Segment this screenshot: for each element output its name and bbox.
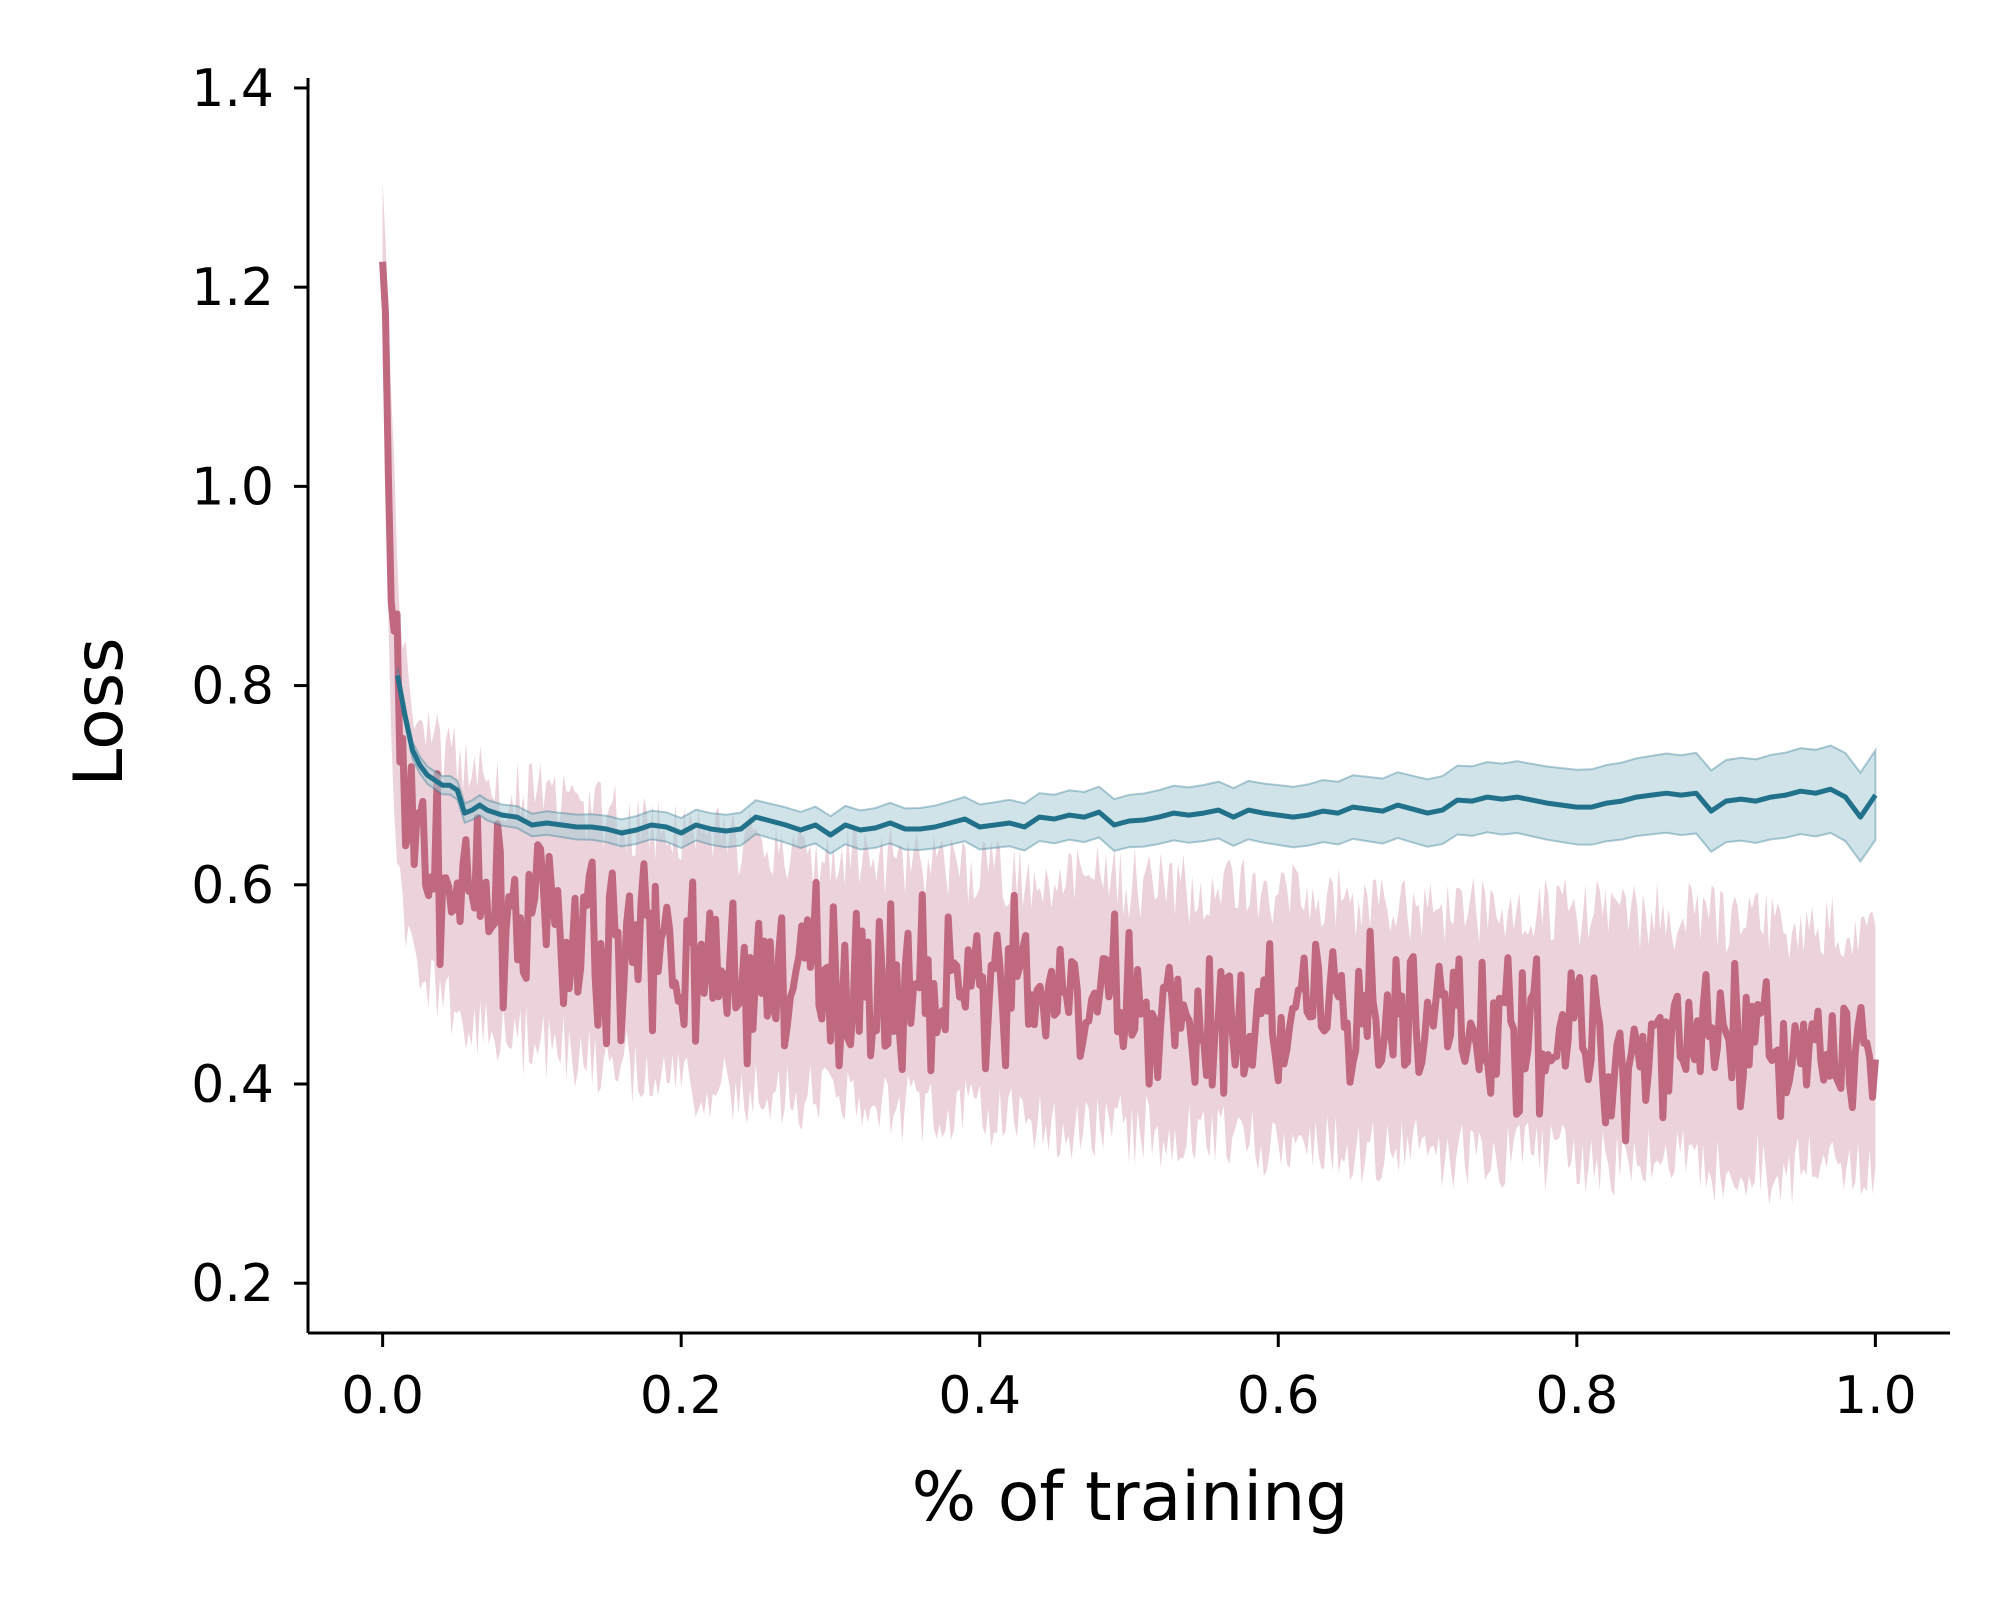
val-loss-line	[395, 675, 1878, 838]
x-tick-label: 0.4	[938, 1366, 1021, 1426]
y-tick-label: 0.2	[191, 1254, 274, 1314]
train-series-line	[379, 261, 1879, 1145]
y-tick-label: 0.6	[191, 856, 274, 916]
y-tick-label: 1.2	[191, 258, 274, 318]
y-tick-label: 0.8	[191, 657, 274, 717]
y-tick-label: 0.4	[191, 1055, 274, 1115]
y-tick-label: 1.0	[191, 457, 274, 517]
train-loss-line	[379, 261, 1879, 1145]
val-series-line	[395, 675, 1878, 838]
ticks: 0.0 0.2 0.4 0.6 0.8 1.0 0.2 0.4 0.6 0.8 1.0 1.2 1.4	[191, 59, 1916, 1426]
x-tick-label: 0.0	[341, 1366, 424, 1426]
x-tick-label: 0.8	[1535, 1366, 1618, 1426]
y-tick-label: 1.4	[191, 59, 274, 119]
x-tick-label: 0.6	[1237, 1366, 1320, 1426]
val-band-area	[396, 667, 1877, 864]
val-loss-band	[396, 667, 1877, 864]
x-tick-label: 0.2	[640, 1366, 723, 1426]
x-axis-title: % of training	[912, 1458, 1349, 1537]
y-axis-title: Loss	[60, 637, 139, 786]
x-tick-label: 1.0	[1834, 1366, 1917, 1426]
